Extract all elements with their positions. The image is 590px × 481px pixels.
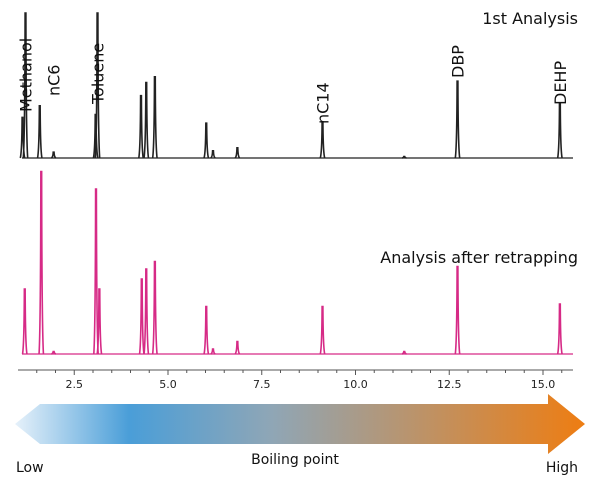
peak-panel-1-10 bbox=[210, 149, 216, 159]
peak-label-methanol: Methanol bbox=[17, 38, 36, 112]
peak-panel-2-0 bbox=[21, 288, 28, 355]
chromatogram-traces bbox=[19, 12, 573, 355]
peak-panel-1-3 bbox=[50, 151, 57, 159]
peak-panel-1-7 bbox=[143, 81, 150, 159]
peak-panel-2-13 bbox=[454, 265, 461, 355]
peak-panel-2-8 bbox=[203, 305, 210, 355]
peak-panel-1-8 bbox=[151, 76, 158, 159]
peak-panel-1-9 bbox=[203, 122, 210, 159]
peak-panel-2-11 bbox=[319, 305, 326, 355]
peak-label-nc6: nC6 bbox=[45, 65, 64, 97]
peak-label-toluene: Toluene bbox=[89, 43, 108, 105]
peak-panel-1-11 bbox=[234, 147, 241, 159]
peak-panel-2-4 bbox=[96, 288, 103, 355]
peak-panel-1-12 bbox=[319, 120, 326, 159]
peak-panel-1-6 bbox=[138, 94, 144, 159]
peak-labels: Methanol nC6 Toluene nC14 DBP DEHP bbox=[17, 38, 570, 124]
peak-panel-1-4 bbox=[92, 113, 99, 159]
peak-panel-2-1 bbox=[38, 170, 45, 355]
peak-panel-2-3 bbox=[93, 188, 99, 355]
peak-panel-1-14 bbox=[454, 80, 461, 159]
peak-panel-1-1 bbox=[22, 12, 29, 159]
peak-panel-2-9 bbox=[210, 348, 216, 355]
x-tick-label: 12.5 bbox=[437, 378, 462, 391]
peak-panel-2-5 bbox=[138, 278, 145, 355]
panel-label-after-retrapping: Analysis after retrapping bbox=[380, 248, 578, 267]
boiling-point-arrow bbox=[15, 394, 585, 454]
x-tick-label: 10.0 bbox=[343, 378, 368, 391]
peak-label-nc14: nC14 bbox=[314, 82, 333, 124]
x-tick-label: 7.5 bbox=[253, 378, 271, 391]
boiling-point-label: Boiling point bbox=[251, 452, 339, 468]
peak-label-dbp: DBP bbox=[449, 45, 468, 78]
high-label: High bbox=[545, 460, 578, 476]
x-axis: 2.5 5.0 7.5 10.0 12.5 15.0 bbox=[18, 369, 573, 391]
x-tick-label: 15.0 bbox=[531, 378, 556, 391]
peak-panel-2-6 bbox=[143, 268, 150, 355]
peak-label-dehp: DEHP bbox=[551, 61, 570, 105]
peak-panel-2-7 bbox=[151, 260, 158, 355]
peak-panel-2-14 bbox=[556, 303, 563, 355]
peak-panel-1-13 bbox=[401, 155, 407, 159]
peak-panel-2-2 bbox=[51, 350, 57, 355]
peak-panel-1-2 bbox=[36, 105, 43, 159]
x-tick-label: 5.0 bbox=[159, 378, 177, 391]
x-tick-label: 2.5 bbox=[66, 378, 84, 391]
low-label: Low bbox=[16, 460, 44, 476]
peak-panel-2-12 bbox=[401, 350, 407, 355]
peak-panel-1-5 bbox=[94, 12, 101, 159]
panel-label-first-analysis: 1st Analysis bbox=[482, 9, 578, 28]
peak-panel-1-15 bbox=[556, 102, 563, 159]
peak-panel-2-10 bbox=[234, 340, 241, 355]
